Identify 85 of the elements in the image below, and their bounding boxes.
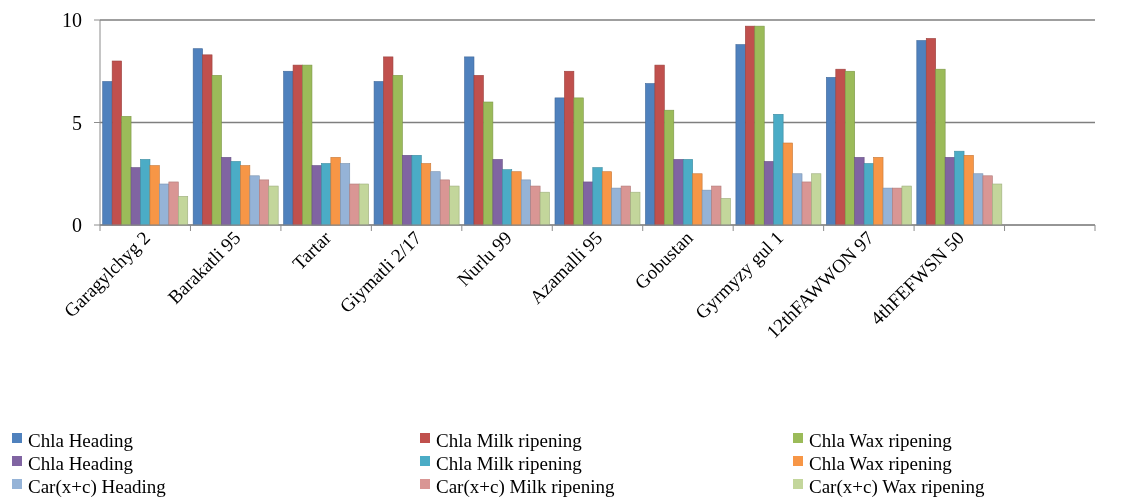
bar xyxy=(673,159,684,226)
bar xyxy=(492,159,503,226)
bar xyxy=(835,68,846,226)
bar xyxy=(130,167,141,226)
bar xyxy=(449,185,460,226)
legend-label: Car(x+c) Wax ripening xyxy=(809,475,986,498)
bar xyxy=(358,183,369,226)
legend-label: Chla Milk ripening xyxy=(436,452,583,474)
bar xyxy=(202,54,213,226)
bar xyxy=(411,155,422,226)
legend-label: Car(x+c) Milk ripening xyxy=(436,475,616,498)
bar xyxy=(430,171,441,226)
bar xyxy=(782,142,793,226)
bar xyxy=(564,70,575,226)
bar xyxy=(863,163,874,226)
bar xyxy=(330,157,341,226)
bar xyxy=(530,185,541,226)
bar xyxy=(268,185,279,226)
bar xyxy=(292,64,303,226)
bar xyxy=(682,159,693,226)
bar xyxy=(259,179,270,226)
bar xyxy=(439,179,450,226)
bar xyxy=(664,109,675,226)
bar xyxy=(711,185,722,226)
bar xyxy=(854,157,865,226)
legend-label: Chla Wax ripening xyxy=(809,429,953,451)
y-tick-label: 0 xyxy=(72,214,82,236)
bar xyxy=(520,179,531,226)
bar xyxy=(654,64,665,226)
bar xyxy=(483,101,494,226)
bar xyxy=(792,173,803,226)
bar xyxy=(992,183,1003,226)
bar xyxy=(692,173,703,226)
bar xyxy=(801,181,812,226)
bar xyxy=(340,163,351,226)
bar xyxy=(944,157,955,226)
bar xyxy=(168,181,179,226)
bar xyxy=(464,56,475,226)
bar xyxy=(311,165,322,226)
bar xyxy=(392,75,403,226)
bar xyxy=(149,165,160,226)
bar xyxy=(539,191,550,226)
bar xyxy=(882,187,893,226)
bar xyxy=(620,185,631,226)
bar xyxy=(211,75,222,226)
bar xyxy=(754,25,765,226)
bar xyxy=(873,157,884,226)
bar xyxy=(373,81,384,226)
bar xyxy=(140,159,151,226)
y-tick-label: 5 xyxy=(72,111,82,134)
bar xyxy=(844,70,855,226)
bar xyxy=(630,191,641,226)
bar xyxy=(230,161,241,226)
bar xyxy=(554,97,565,226)
bar xyxy=(963,155,974,226)
bar xyxy=(773,114,784,226)
bar xyxy=(102,81,113,226)
bar xyxy=(573,97,584,226)
legend-label: Car(x+c) Heading xyxy=(28,475,167,498)
legend-label: Chla Wax ripening xyxy=(809,452,953,474)
bar xyxy=(349,183,360,226)
bar xyxy=(249,175,260,226)
legend-label: Chla Heading xyxy=(28,429,134,451)
legend-label: Chla Heading xyxy=(28,452,134,474)
bar xyxy=(302,64,313,226)
bar xyxy=(111,60,122,226)
bar xyxy=(473,75,484,226)
bar xyxy=(720,198,731,226)
bar xyxy=(511,171,522,226)
bar xyxy=(925,38,936,226)
legend-label: Chla Milk ripening xyxy=(436,429,583,451)
bar xyxy=(601,171,612,226)
bar xyxy=(811,173,822,226)
bar xyxy=(982,175,993,226)
bar xyxy=(121,116,132,226)
bar xyxy=(735,44,746,226)
y-tick-label: 10 xyxy=(62,9,82,31)
bar xyxy=(935,68,946,226)
bar xyxy=(177,196,189,226)
bar xyxy=(901,185,912,226)
bar xyxy=(701,189,712,226)
bar xyxy=(592,167,603,226)
bar xyxy=(916,40,927,226)
bar xyxy=(240,165,251,226)
bar xyxy=(383,56,394,226)
